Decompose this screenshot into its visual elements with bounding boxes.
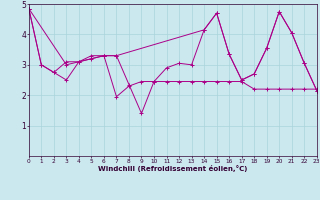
X-axis label: Windchill (Refroidissement éolien,°C): Windchill (Refroidissement éolien,°C) (98, 165, 247, 172)
